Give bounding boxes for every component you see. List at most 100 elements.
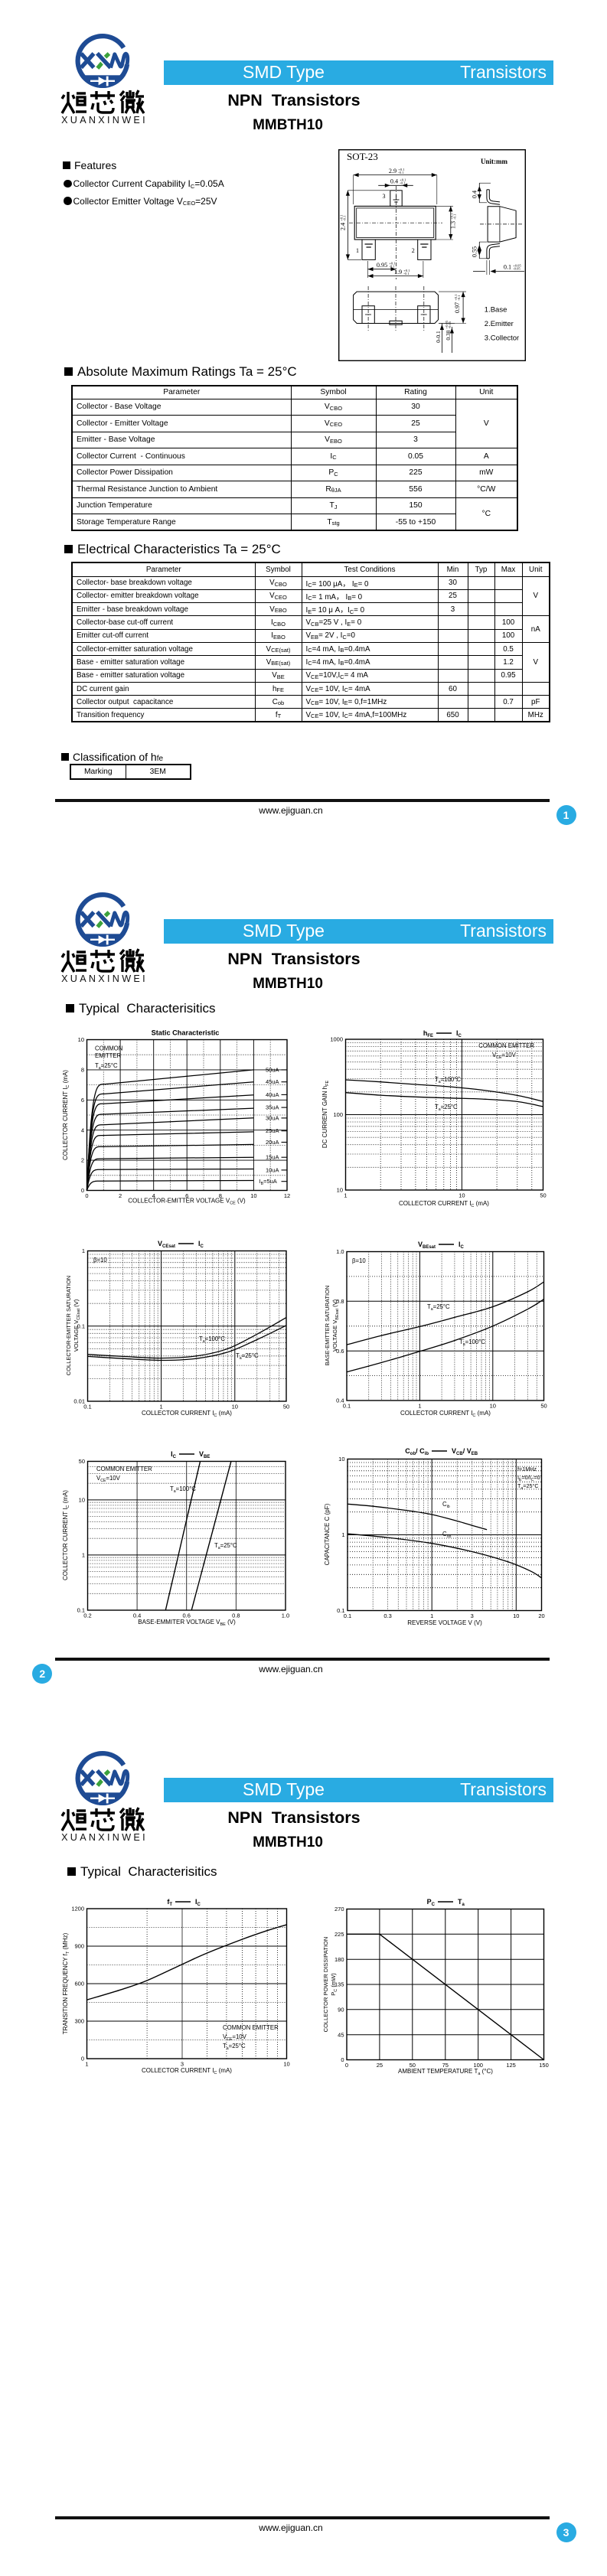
svg-text:3: 3 — [181, 2061, 184, 2068]
svg-text:+0.1: +0.1 — [389, 262, 396, 266]
svg-text:0.97: 0.97 — [454, 302, 461, 313]
svg-text:8: 8 — [219, 1192, 222, 1199]
svg-text:0: 0 — [81, 1187, 84, 1194]
svg-text:PC (mW): PC (mW) — [330, 1973, 338, 1996]
svg-text:4: 4 — [81, 1127, 84, 1133]
svg-text:8: 8 — [81, 1067, 84, 1074]
svg-text:VCE=10V: VCE=10V — [223, 2033, 247, 2042]
svg-text:0.6: 0.6 — [182, 1612, 190, 1619]
svg-text:Ta=100°C: Ta=100°C — [459, 1339, 485, 1347]
svg-text:0: 0 — [341, 2056, 344, 2063]
svg-text:IC: IC — [198, 1240, 204, 1249]
svg-text:Ta=25°C: Ta=25°C — [427, 1303, 450, 1312]
svg-text:40uA: 40uA — [266, 1091, 279, 1098]
svg-text:COMMON: COMMON — [95, 1045, 122, 1052]
svg-text:0.1: 0.1 — [77, 1607, 85, 1614]
svg-text:25uA: 25uA — [266, 1127, 279, 1134]
svg-text:10: 10 — [459, 1192, 465, 1199]
svg-text:-0.1: -0.1 — [400, 181, 406, 184]
svg-text:3.Collector: 3.Collector — [485, 334, 519, 343]
svg-text:0.1: 0.1 — [337, 1607, 344, 1614]
svg-text:0.1: 0.1 — [343, 1403, 351, 1410]
svg-text:IE=0/IC=0: IE=0/IC=0 — [517, 1474, 540, 1482]
svg-text:150: 150 — [539, 2062, 549, 2069]
svg-text:1.3: 1.3 — [450, 221, 457, 229]
svg-text:Ta=25°C: Ta=25°C — [236, 1352, 259, 1361]
svg-text:COLLECTOR-EMITTER SATURATION: COLLECTOR-EMITTER SATURATION — [65, 1276, 72, 1375]
svg-text:0.95: 0.95 — [377, 262, 387, 269]
svg-text:1.0: 1.0 — [282, 1612, 289, 1619]
svg-text:90: 90 — [338, 2006, 344, 2013]
svg-text:0: 0 — [345, 2062, 348, 2069]
svg-text:IC: IC — [171, 1450, 177, 1459]
svg-text:COLLECTOR POWER DISSIPATION: COLLECTOR POWER DISSIPATION — [322, 1937, 329, 2033]
svg-text:PC: PC — [427, 1898, 436, 1907]
svg-text:6: 6 — [185, 1192, 188, 1199]
svg-text:+0.1: +0.1 — [454, 294, 458, 301]
svg-text:1: 1 — [160, 1404, 163, 1410]
svg-text:0: 0 — [85, 1192, 88, 1199]
svg-text:3: 3 — [383, 193, 386, 200]
svg-text:0.4: 0.4 — [472, 191, 478, 198]
svg-text:COLLECTOR CURRENT IC (mA): COLLECTOR CURRENT IC (mA) — [142, 2067, 232, 2075]
svg-text:β=10: β=10 — [352, 1257, 366, 1264]
svg-text:10: 10 — [513, 1612, 519, 1619]
svg-text:50uA: 50uA — [266, 1066, 279, 1073]
svg-text:50: 50 — [410, 2062, 416, 2069]
svg-text:35uA: 35uA — [266, 1104, 279, 1111]
svg-text:-0.1: -0.1 — [342, 215, 346, 221]
svg-text:0-0.1: 0-0.1 — [435, 331, 442, 343]
svg-text:Ta=25°C: Ta=25°C — [95, 1062, 118, 1071]
svg-text:0.4: 0.4 — [336, 1397, 344, 1404]
svg-text:+0.1: +0.1 — [400, 178, 406, 181]
svg-text:IC: IC — [195, 1898, 201, 1907]
svg-text:0.4: 0.4 — [390, 178, 398, 185]
svg-text:COMMON EMITTER: COMMON EMITTER — [478, 1042, 534, 1049]
svg-text:BASE-EMMITER VOLTAGE VBE (: BASE-EMMITER VOLTAGE VBE (V) — [138, 1619, 236, 1627]
svg-text:270: 270 — [335, 1906, 344, 1912]
svg-text:10: 10 — [78, 1036, 84, 1043]
svg-text:0.55: 0.55 — [472, 246, 478, 257]
svg-text:β=10: β=10 — [93, 1257, 107, 1264]
svg-text:1200: 1200 — [71, 1906, 84, 1912]
svg-text:50: 50 — [283, 1404, 289, 1410]
svg-text:CAPACITANCE C (pF): CAPACITANCE C (pF) — [324, 1503, 331, 1565]
svg-text:2: 2 — [81, 1157, 84, 1164]
svg-text:10: 10 — [283, 2061, 289, 2068]
svg-text:20: 20 — [538, 1612, 544, 1619]
svg-text:Cib: Cib — [442, 1501, 450, 1509]
svg-text:10: 10 — [250, 1192, 256, 1199]
svg-text:1: 1 — [85, 2061, 88, 2068]
svg-text:10uA: 10uA — [266, 1166, 279, 1173]
svg-text:-0.1: -0.1 — [457, 295, 461, 301]
svg-text:1: 1 — [341, 1531, 344, 1538]
svg-text:900: 900 — [74, 1943, 84, 1950]
svg-text:EMITTER: EMITTER — [95, 1052, 122, 1059]
svg-text:30uA: 30uA — [266, 1114, 279, 1121]
svg-text:1.9: 1.9 — [394, 269, 402, 276]
svg-text:135: 135 — [335, 1981, 344, 1988]
svg-text:2: 2 — [412, 247, 415, 254]
svg-text:IC: IC — [456, 1029, 462, 1039]
svg-text:XUANXINWEI: XUANXINWEI — [61, 115, 148, 126]
svg-text:-0.1: -0.1 — [452, 214, 456, 220]
svg-text:IC: IC — [459, 1241, 465, 1250]
svg-text:10: 10 — [337, 1187, 343, 1194]
svg-text:2.4: 2.4 — [340, 223, 347, 230]
svg-text:50: 50 — [79, 1458, 85, 1465]
svg-text:0.3: 0.3 — [383, 1612, 391, 1619]
svg-text:+0.1: +0.1 — [339, 214, 343, 221]
svg-text:180: 180 — [335, 1956, 344, 1963]
svg-text:100: 100 — [333, 1111, 343, 1118]
svg-text:IB=5uA: IB=5uA — [259, 1178, 277, 1186]
svg-text:10: 10 — [338, 1456, 344, 1462]
svg-text:+0.1: +0.1 — [449, 213, 453, 220]
svg-text:COLLECTOR CURRENT IC (mA): COLLECTOR CURRENT IC (mA) — [62, 1490, 70, 1580]
svg-text:-0.05: -0.05 — [513, 266, 521, 270]
svg-text:0.1: 0.1 — [344, 1612, 351, 1619]
svg-text:1000: 1000 — [330, 1036, 343, 1043]
svg-text:+0.1: +0.1 — [398, 168, 405, 171]
svg-text:Cob: Cob — [442, 1531, 452, 1539]
svg-text:XUANXINWEI: XUANXINWEI — [61, 973, 148, 984]
svg-text:1.Base: 1.Base — [485, 306, 507, 315]
